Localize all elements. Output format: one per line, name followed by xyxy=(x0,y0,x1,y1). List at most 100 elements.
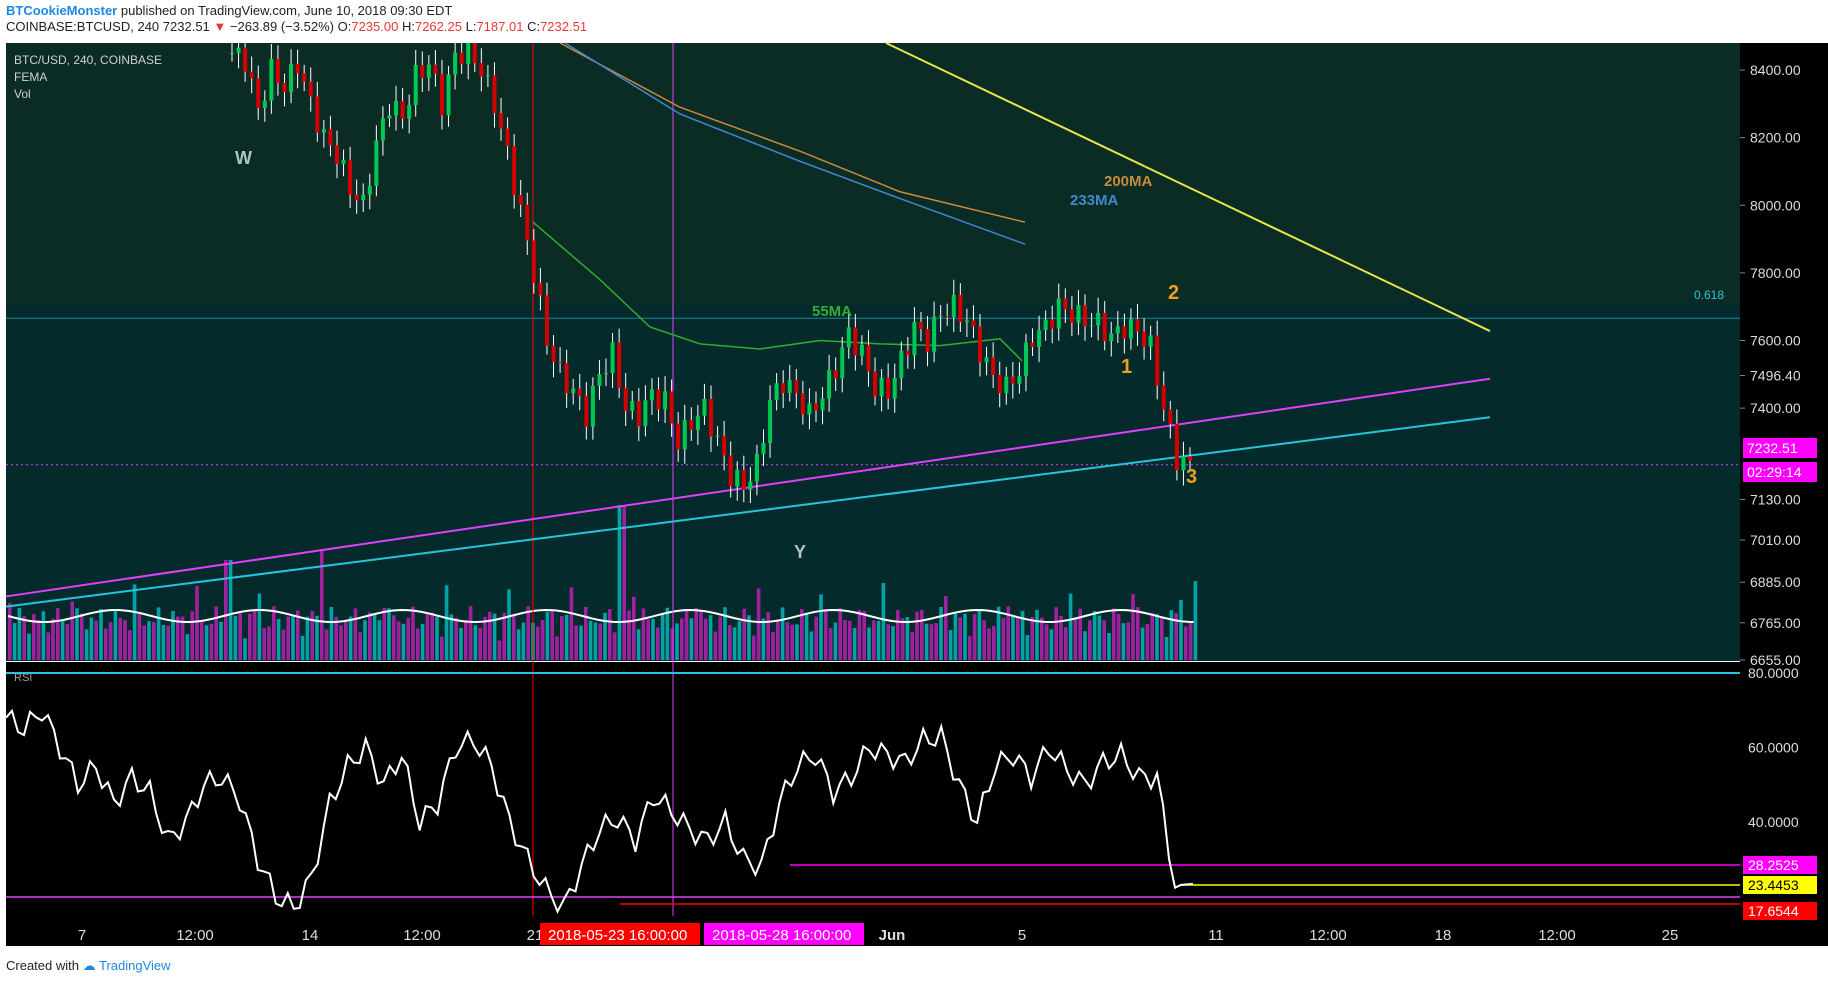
volume-bar xyxy=(910,632,914,660)
ma233-line xyxy=(564,42,1026,245)
volume-bar xyxy=(1044,624,1049,660)
tradingview-cloud-icon: ☁ xyxy=(82,958,96,973)
volume-bar xyxy=(104,628,108,660)
candle-body xyxy=(1142,331,1147,347)
volume-bar xyxy=(1030,616,1034,660)
volume-bar xyxy=(1179,600,1183,660)
volume-bar xyxy=(1016,617,1020,660)
candle-body xyxy=(689,419,694,430)
rsi-tick-label: 40.0000 xyxy=(1748,814,1799,830)
candle-body xyxy=(964,320,969,323)
volume-bar xyxy=(521,622,526,660)
candle-body xyxy=(380,118,385,141)
trend-lines xyxy=(5,42,1740,916)
price-tick-label: 8200.00 xyxy=(1750,130,1801,146)
volume-bar xyxy=(948,630,953,660)
volume-bar xyxy=(785,622,790,660)
candle-body xyxy=(1083,305,1088,327)
candle-body xyxy=(604,373,609,375)
volume-bar xyxy=(291,615,295,660)
author-link[interactable]: BTCookieMonster xyxy=(6,3,118,18)
volume-bar xyxy=(70,601,74,660)
candle-body xyxy=(1023,342,1028,377)
chart-header: BTCookieMonster published on TradingView… xyxy=(0,0,1828,42)
volume-bar xyxy=(766,612,770,660)
candle-body xyxy=(709,398,713,437)
candle-body xyxy=(623,387,628,411)
legend-rsi: RSI xyxy=(14,672,32,684)
candle-body xyxy=(925,329,930,352)
volume-bar xyxy=(497,640,502,660)
candle-body xyxy=(984,357,989,363)
volume-bar xyxy=(512,614,516,660)
candle-body xyxy=(479,63,484,77)
volume-bar xyxy=(161,624,166,660)
time-axis-bg xyxy=(6,916,1828,946)
volume-bar xyxy=(1121,623,1126,660)
candle-body xyxy=(886,377,891,399)
candle-body xyxy=(531,240,536,283)
candle-body xyxy=(1109,333,1114,342)
candle-body xyxy=(702,398,707,416)
volume-bar xyxy=(636,629,641,660)
candle-body xyxy=(892,378,897,399)
candle-body xyxy=(971,320,976,327)
candle-body xyxy=(1017,376,1022,384)
volume-bar xyxy=(459,627,463,660)
candle-body xyxy=(1089,325,1094,327)
volume-bar xyxy=(113,609,118,660)
volume-bar xyxy=(1102,620,1106,660)
tradingview-link[interactable]: TradingView xyxy=(99,958,171,973)
time-tick-label: Jun xyxy=(879,927,906,944)
down-arrow-icon: ▼ xyxy=(213,19,227,34)
candle-body xyxy=(991,357,996,375)
candle-body xyxy=(236,47,241,54)
candle-body xyxy=(1188,456,1192,461)
volume-bar xyxy=(516,629,521,660)
candle-body xyxy=(597,374,602,386)
volume-bar xyxy=(478,627,482,660)
volume-bar xyxy=(771,631,775,660)
candle-body xyxy=(873,371,878,397)
rsi-axis[interactable]: 80.0000 60.0000 40.0000 xyxy=(1748,665,1799,830)
candle-body xyxy=(958,294,963,323)
volume-bar xyxy=(593,622,598,660)
volume-bar xyxy=(75,608,79,660)
volume-bar xyxy=(329,606,334,660)
volume-bar xyxy=(617,505,622,660)
candle-body xyxy=(499,113,504,129)
volume-bar xyxy=(1011,615,1015,660)
volume-bar xyxy=(1054,607,1058,660)
volume-bar xyxy=(564,614,569,660)
volume-bar xyxy=(656,627,660,660)
candle-body xyxy=(617,342,622,388)
time-tick-label: 5 xyxy=(1018,927,1026,944)
volume-bar xyxy=(204,625,209,660)
candle-body xyxy=(1128,319,1133,339)
trendline-cyan xyxy=(5,416,1491,608)
candle-body xyxy=(400,100,405,119)
time-tick-label: 21 xyxy=(527,927,544,944)
time-axis[interactable]: 7 12:00 14 12:00 21 Jun 5 11 12:00 18 12:00 25 xyxy=(78,927,1679,944)
volume-bar xyxy=(473,625,478,660)
volume-bar xyxy=(848,620,852,660)
candle-body xyxy=(420,64,425,78)
volume-bar xyxy=(1006,606,1010,660)
volume-bar xyxy=(992,625,996,660)
price-axis[interactable]: 8400.00 8200.00 8000.00 7800.00 7600.00 7496.… xyxy=(1740,62,1801,668)
volume-bar xyxy=(449,614,454,660)
volume-bar xyxy=(977,609,982,660)
candle-body xyxy=(813,403,818,411)
volume-bar xyxy=(915,611,919,660)
volume-bar xyxy=(396,621,401,660)
volume-bar xyxy=(718,616,722,660)
volume-bar xyxy=(99,609,103,660)
rsi-badge-yellow-bg xyxy=(1743,876,1817,894)
candle-body xyxy=(446,74,451,116)
candle-body xyxy=(905,350,910,356)
volume-bar xyxy=(339,625,343,660)
symbol-name: COINBASE:BTCUSD, 240 xyxy=(6,19,160,34)
time-tick-label: 11 xyxy=(1208,927,1224,944)
volume-bar xyxy=(665,607,670,660)
